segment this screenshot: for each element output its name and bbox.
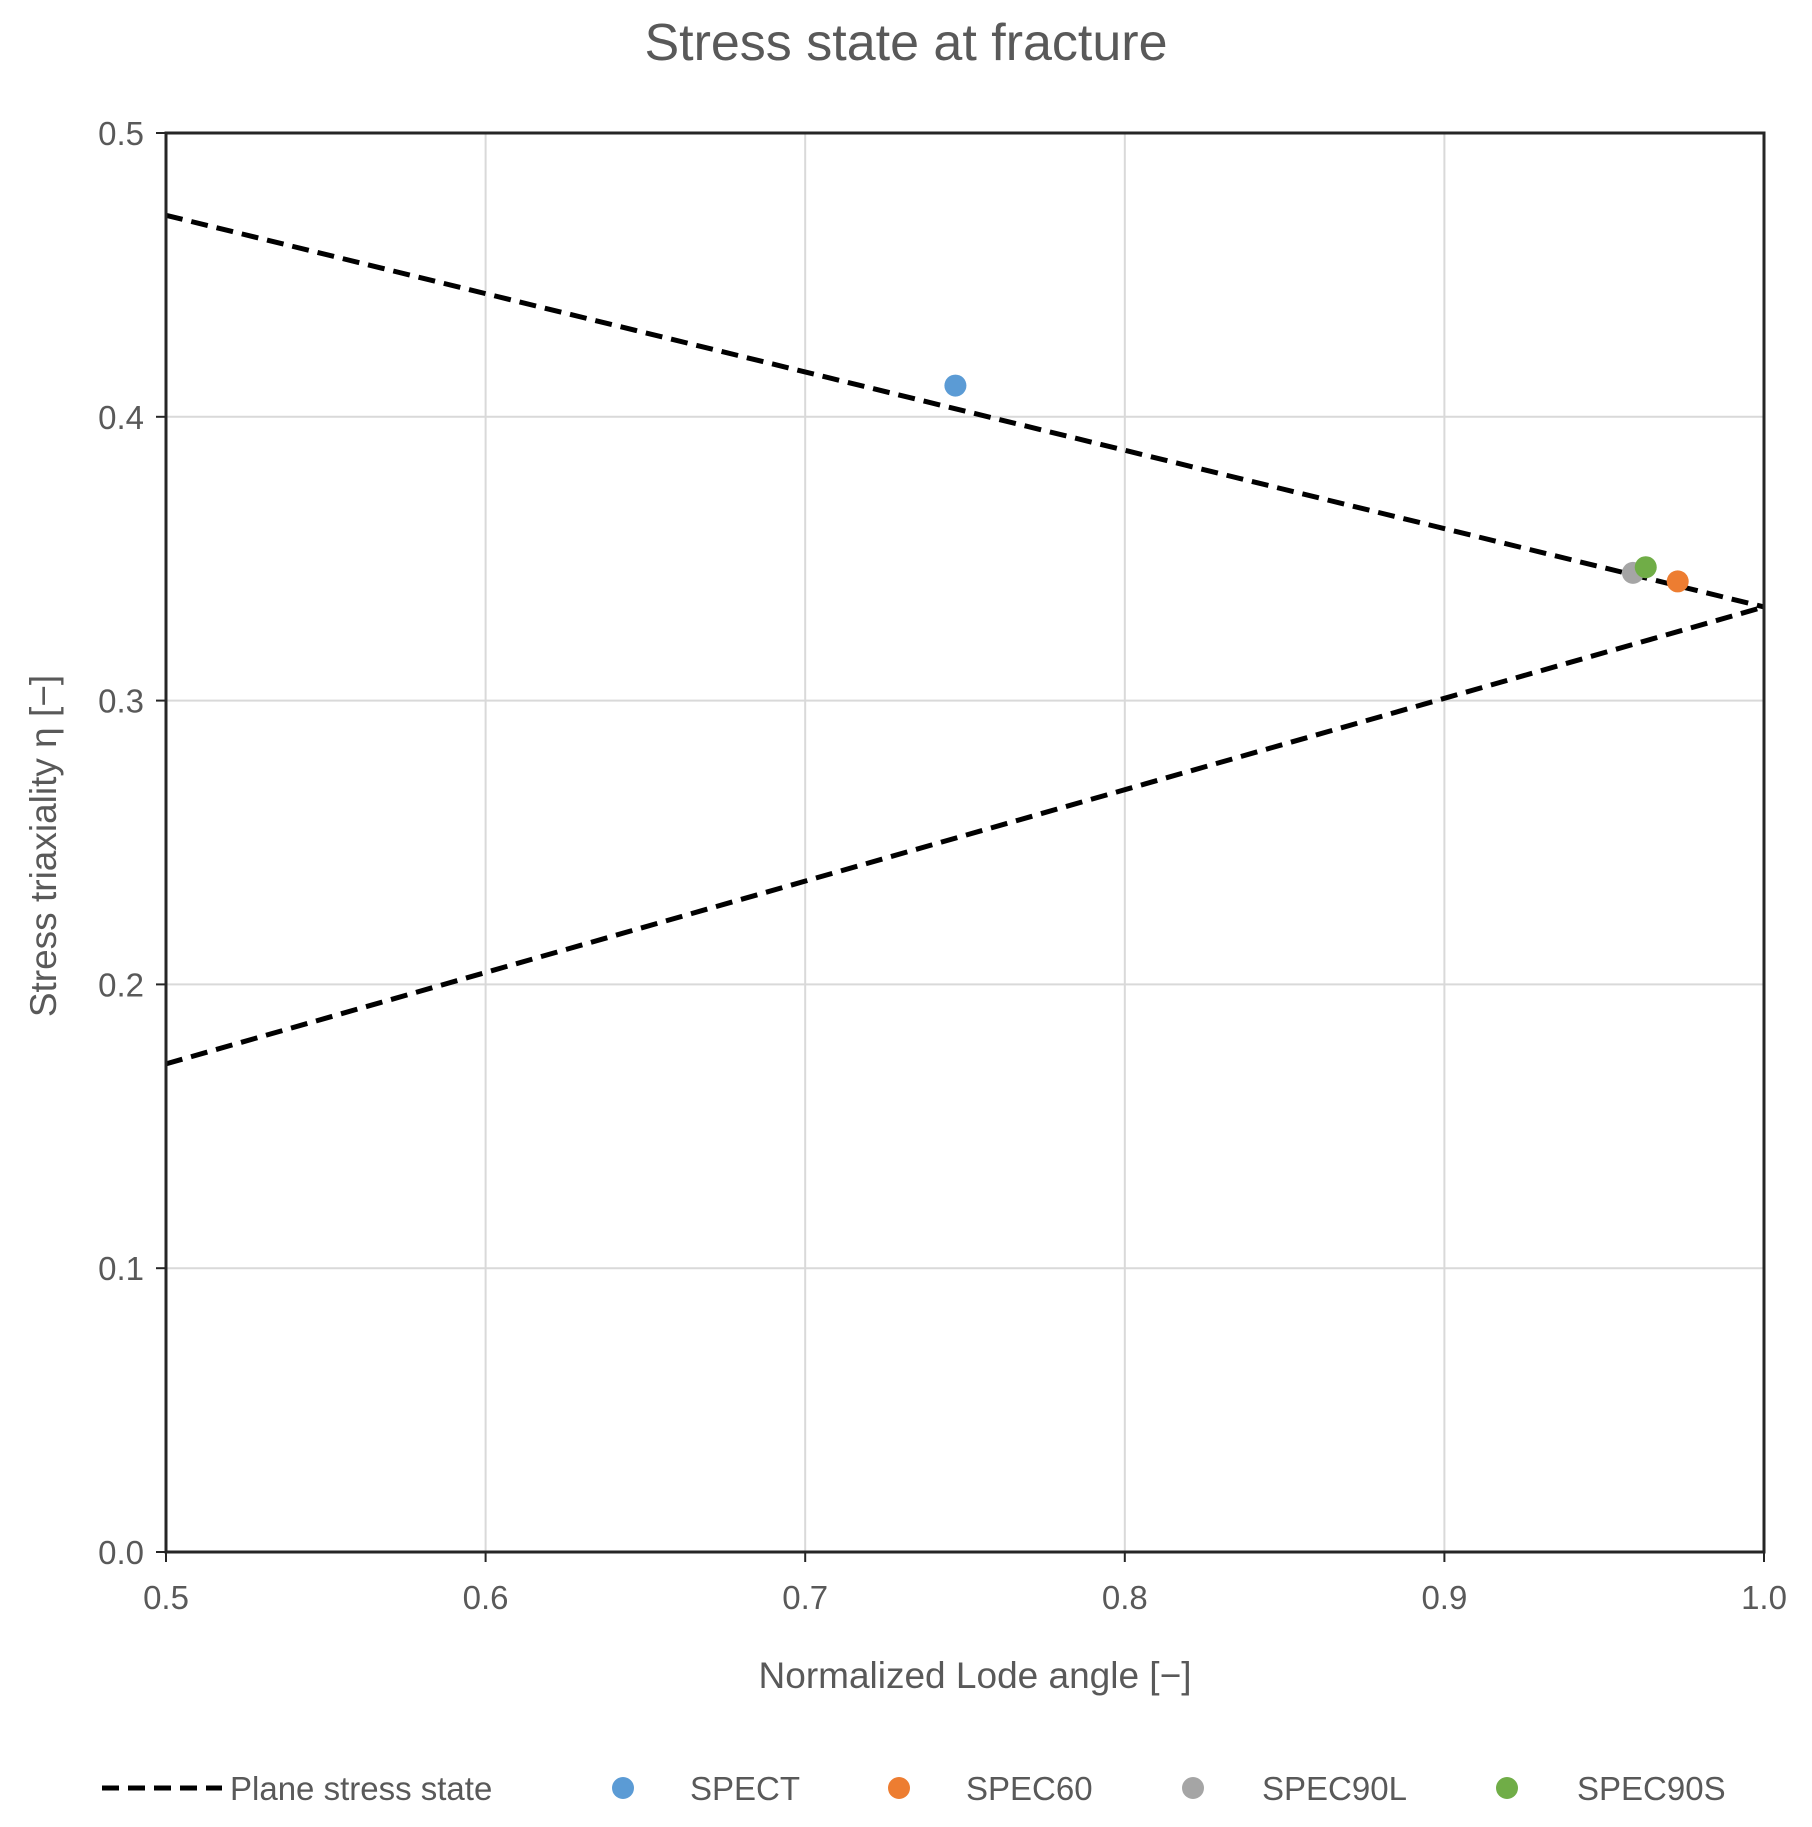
grid (165, 132, 1765, 1553)
point-spec90s (1634, 556, 1657, 579)
x-tick-label: 1.0 (1741, 1579, 1787, 1616)
legend-label-plane-stress: Plane stress state (230, 1770, 492, 1807)
legend-marker-spect (612, 1777, 634, 1799)
point-spect (944, 374, 967, 397)
legend-label-spec90l: SPEC90L (1262, 1770, 1407, 1807)
point-spec60 (1666, 570, 1689, 593)
x-tick-label: 0.5 (143, 1579, 189, 1616)
plane-stress-line (165, 212, 1765, 610)
x-tick-label: 0.8 (1102, 1579, 1148, 1616)
y-axis-ticks: 0.0 0.1 0.2 0.3 0.4 0.5 (98, 115, 166, 1571)
legend: Plane stress state SPECT SPEC60 SPEC90L SPEC… (102, 1770, 1726, 1807)
x-axis-label: Normalized Lode angle [−] (759, 1655, 1192, 1696)
x-axis-ticks: 0.5 0.6 0.7 0.8 0.9 1.0 (143, 1552, 1787, 1616)
legend-label-spec60: SPEC60 (966, 1770, 1093, 1807)
y-tick-label: 0.2 (98, 966, 144, 1003)
y-tick-label: 0.0 (98, 1534, 144, 1571)
y-axis-label: Stress triaxiality η [−] (23, 675, 64, 1017)
legend-marker-spec60 (888, 1777, 910, 1799)
y-tick-label: 0.4 (98, 399, 144, 436)
legend-label-spect: SPECT (690, 1770, 800, 1807)
x-tick-label: 0.6 (463, 1579, 509, 1616)
legend-marker-spec90s (1496, 1777, 1518, 1799)
x-tick-label: 0.9 (1421, 1579, 1467, 1616)
plot-frame (164, 131, 1766, 1554)
legend-marker-spec90l (1182, 1777, 1204, 1799)
x-tick-label: 0.7 (782, 1579, 828, 1616)
legend-label-spec90s: SPEC90S (1577, 1770, 1726, 1807)
reference-lines (165, 212, 1765, 1067)
y-tick-label: 0.3 (98, 683, 144, 720)
y-tick-label: 0.5 (98, 115, 144, 152)
y-tick-label: 0.1 (98, 1250, 144, 1287)
chart-title: Stress state at fracture (644, 14, 1167, 72)
plane-stress-line (165, 604, 1765, 1067)
data-points (944, 374, 1689, 593)
